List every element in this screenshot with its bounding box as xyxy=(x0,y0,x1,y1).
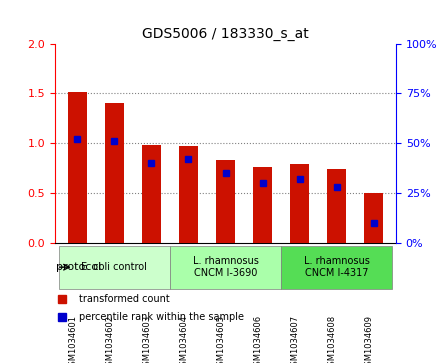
Bar xyxy=(179,146,198,243)
FancyBboxPatch shape xyxy=(281,246,392,289)
Text: GSM1034606: GSM1034606 xyxy=(253,315,263,363)
FancyBboxPatch shape xyxy=(59,246,170,289)
Text: L. rhamnosus
CNCM I-3690: L. rhamnosus CNCM I-3690 xyxy=(193,256,258,278)
Text: GSM1034601: GSM1034601 xyxy=(68,315,77,363)
Text: GSM1034602: GSM1034602 xyxy=(105,315,114,363)
Bar xyxy=(290,164,309,243)
Bar xyxy=(327,169,346,243)
Text: GSM1034607: GSM1034607 xyxy=(291,315,300,363)
Text: GSM1034609: GSM1034609 xyxy=(365,315,374,363)
Text: GSM1034605: GSM1034605 xyxy=(216,315,226,363)
Text: E. coli control: E. coli control xyxy=(81,262,147,272)
Text: L. rhamnosus
CNCM I-4317: L. rhamnosus CNCM I-4317 xyxy=(304,256,370,278)
Text: GSM1034603: GSM1034603 xyxy=(143,315,151,363)
Bar xyxy=(68,93,87,243)
Bar xyxy=(216,160,235,243)
Bar xyxy=(142,146,161,243)
Text: GSM1034604: GSM1034604 xyxy=(180,315,188,363)
Text: percentile rank within the sample: percentile rank within the sample xyxy=(79,312,244,322)
FancyBboxPatch shape xyxy=(170,246,281,289)
Bar xyxy=(364,193,383,243)
Text: GSM1034608: GSM1034608 xyxy=(328,315,337,363)
Text: protocol: protocol xyxy=(56,262,101,272)
Bar xyxy=(253,167,272,243)
Text: transformed count: transformed count xyxy=(79,294,170,304)
Bar xyxy=(105,103,124,243)
Title: GDS5006 / 183330_s_at: GDS5006 / 183330_s_at xyxy=(142,27,309,41)
